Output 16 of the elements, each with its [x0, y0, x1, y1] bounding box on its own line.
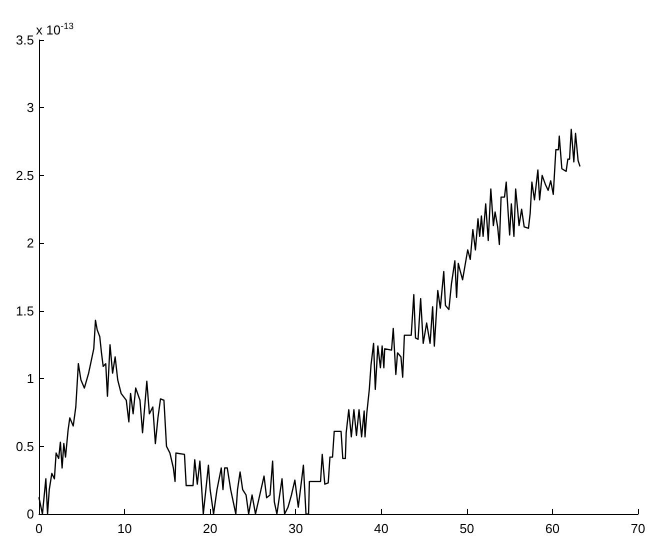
x-tick-label: 40 — [374, 521, 389, 536]
y-tick-label: 1 — [26, 371, 34, 386]
x-tick-label: 70 — [630, 521, 646, 536]
y-tick-label: 2 — [26, 236, 34, 251]
y-tick-label: 0.5 — [16, 438, 34, 454]
x-tick-label: 30 — [288, 521, 303, 536]
y-axis-title: x 10$^{-13}$ — [36, 20, 74, 38]
x-tick-label: 60 — [545, 521, 560, 536]
y-tick-label: 1.5 — [16, 303, 34, 318]
x-tick-label: 10 — [117, 521, 132, 536]
y-tick-label: 0 — [26, 506, 34, 522]
y-tick-label: 3 — [26, 100, 34, 116]
x-tick-label: 50 — [460, 521, 474, 536]
x-tick-label: 20 — [202, 521, 218, 536]
y-tick-label: 2.5 — [16, 168, 34, 183]
y-tick-label: 3.5 — [16, 32, 34, 48]
